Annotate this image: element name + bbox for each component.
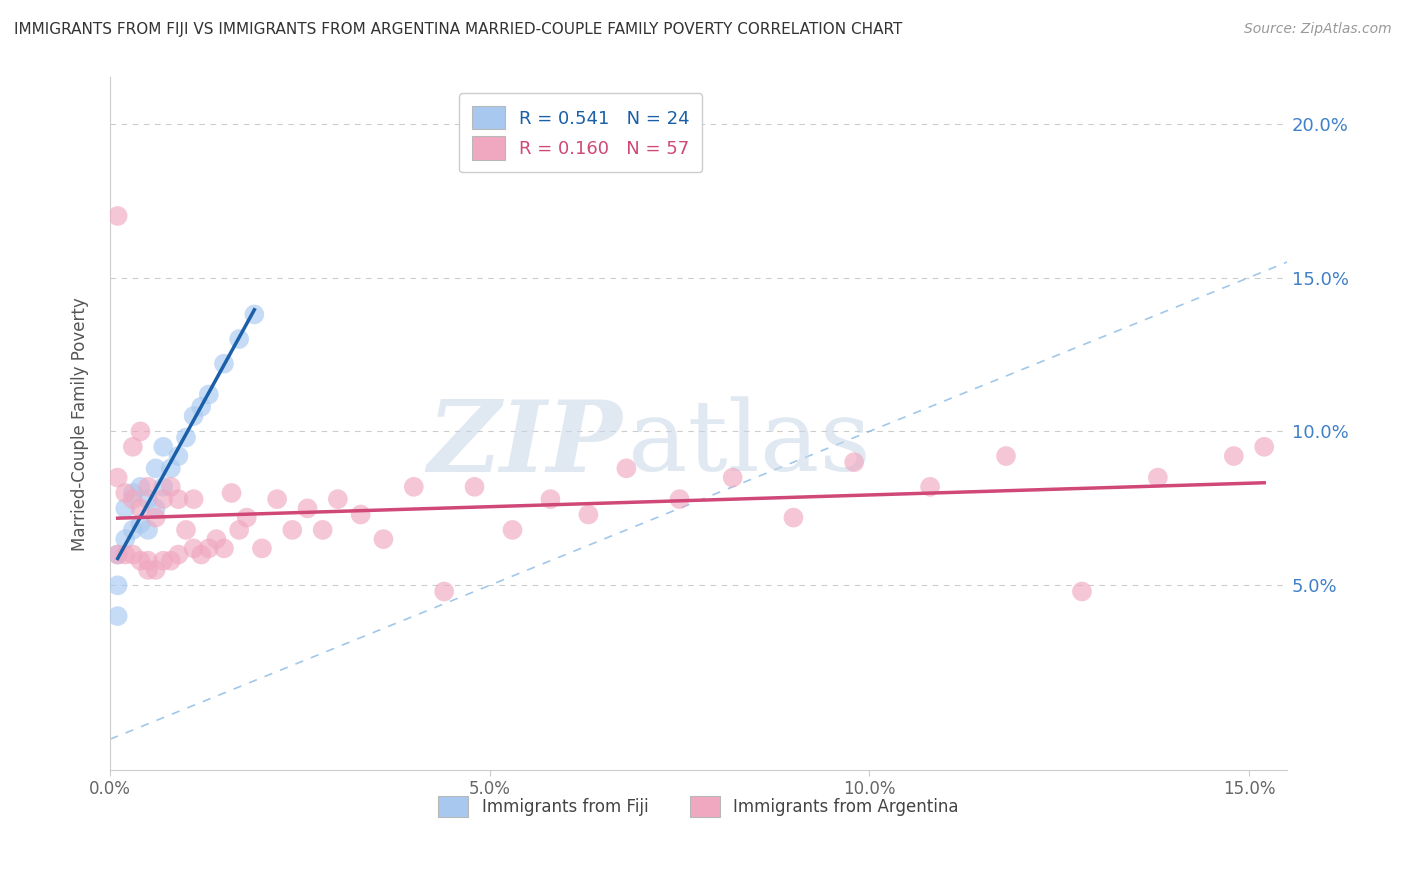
Point: [114, 501, 136, 516]
Point: [145, 461, 167, 475]
Point: [782, 510, 804, 524]
Point: [183, 492, 205, 507]
Point: [129, 501, 152, 516]
Point: [995, 449, 1018, 463]
Point: [1223, 449, 1246, 463]
Point: [114, 548, 136, 562]
Point: [250, 541, 273, 556]
Point: [152, 554, 174, 568]
Point: [121, 548, 143, 562]
Text: atlas: atlas: [628, 397, 870, 492]
Point: [152, 492, 174, 507]
Y-axis label: Married-Couple Family Poverty: Married-Couple Family Poverty: [72, 297, 89, 550]
Point: [152, 440, 174, 454]
Point: [107, 470, 129, 484]
Point: [145, 563, 167, 577]
Point: [212, 357, 235, 371]
Point: [129, 480, 152, 494]
Point: [502, 523, 524, 537]
Point: [433, 584, 456, 599]
Point: [266, 492, 288, 507]
Point: [159, 554, 181, 568]
Point: [136, 554, 159, 568]
Point: [167, 449, 190, 463]
Point: [145, 510, 167, 524]
Point: [159, 480, 181, 494]
Point: [152, 480, 174, 494]
Point: [281, 523, 304, 537]
Point: [114, 486, 136, 500]
Point: [136, 492, 159, 507]
Point: [107, 209, 129, 223]
Point: [121, 486, 143, 500]
Point: [402, 480, 425, 494]
Point: [159, 461, 181, 475]
Point: [167, 548, 190, 562]
Point: [129, 554, 152, 568]
Point: [349, 508, 371, 522]
Point: [107, 548, 129, 562]
Point: [297, 501, 319, 516]
Point: [311, 523, 333, 537]
Point: [129, 425, 152, 439]
Point: [174, 523, 197, 537]
Point: [464, 480, 486, 494]
Point: [920, 480, 942, 494]
Point: [190, 548, 212, 562]
Point: [844, 455, 866, 469]
Point: [145, 501, 167, 516]
Point: [1147, 470, 1170, 484]
Point: [183, 541, 205, 556]
Point: [668, 492, 690, 507]
Text: ZIP: ZIP: [427, 396, 621, 492]
Text: Source: ZipAtlas.com: Source: ZipAtlas.com: [1244, 22, 1392, 37]
Point: [190, 400, 212, 414]
Point: [205, 532, 228, 546]
Point: [107, 609, 129, 624]
Legend: Immigrants from Fiji, Immigrants from Argentina: Immigrants from Fiji, Immigrants from Ar…: [432, 789, 966, 824]
Point: [183, 409, 205, 423]
Point: [121, 440, 143, 454]
Point: [1071, 584, 1094, 599]
Point: [136, 480, 159, 494]
Point: [174, 431, 197, 445]
Point: [136, 523, 159, 537]
Point: [721, 470, 744, 484]
Point: [197, 541, 219, 556]
Point: [228, 332, 250, 346]
Point: [616, 461, 638, 475]
Point: [114, 532, 136, 546]
Text: IMMIGRANTS FROM FIJI VS IMMIGRANTS FROM ARGENTINA MARRIED-COUPLE FAMILY POVERTY : IMMIGRANTS FROM FIJI VS IMMIGRANTS FROM …: [14, 22, 903, 37]
Point: [243, 308, 266, 322]
Point: [167, 492, 190, 507]
Point: [1253, 440, 1275, 454]
Point: [107, 548, 129, 562]
Point: [221, 486, 243, 500]
Point: [121, 523, 143, 537]
Point: [212, 541, 235, 556]
Point: [136, 563, 159, 577]
Point: [107, 578, 129, 592]
Point: [373, 532, 395, 546]
Point: [540, 492, 562, 507]
Point: [121, 492, 143, 507]
Point: [228, 523, 250, 537]
Point: [235, 510, 257, 524]
Point: [129, 516, 152, 531]
Point: [326, 492, 349, 507]
Point: [197, 387, 219, 401]
Point: [578, 508, 600, 522]
